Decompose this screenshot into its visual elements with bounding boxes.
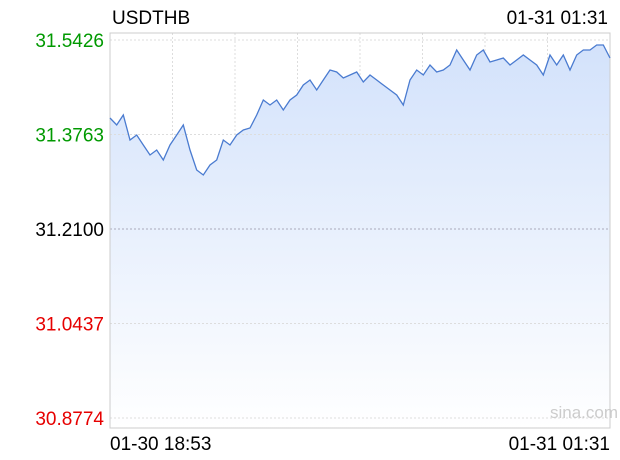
- y-tick-label: 31.2100: [35, 220, 104, 241]
- y-tick-label: 30.8774: [35, 409, 104, 430]
- timestamp: 01-31 01:31: [507, 8, 608, 29]
- plot-frame: [109, 32, 611, 429]
- y-tick-label: 31.3763: [35, 126, 104, 147]
- area: [110, 45, 610, 428]
- y-tick-label: 31.5426: [35, 31, 104, 52]
- y-tick-label: 31.0437: [35, 315, 104, 336]
- chart-title: USDTHB: [112, 8, 190, 29]
- x-start-label: 01-30 18:53: [110, 434, 211, 455]
- x-end-label: 01-31 01:31: [509, 434, 610, 455]
- watermark: sina.com: [550, 403, 618, 422]
- price-line: [109, 44, 611, 176]
